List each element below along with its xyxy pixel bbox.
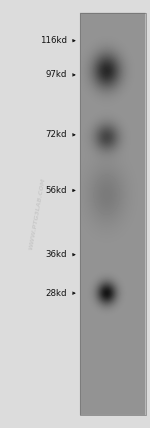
Bar [80,13,146,415]
Text: 72kd: 72kd [45,130,67,140]
Text: WWW.PTG3LAB.COM: WWW.PTG3LAB.COM [29,178,46,250]
Text: 116kd: 116kd [40,36,67,45]
Text: 28kd: 28kd [45,288,67,298]
Text: 97kd: 97kd [45,70,67,80]
Text: 56kd: 56kd [45,186,67,195]
Text: 36kd: 36kd [45,250,67,259]
